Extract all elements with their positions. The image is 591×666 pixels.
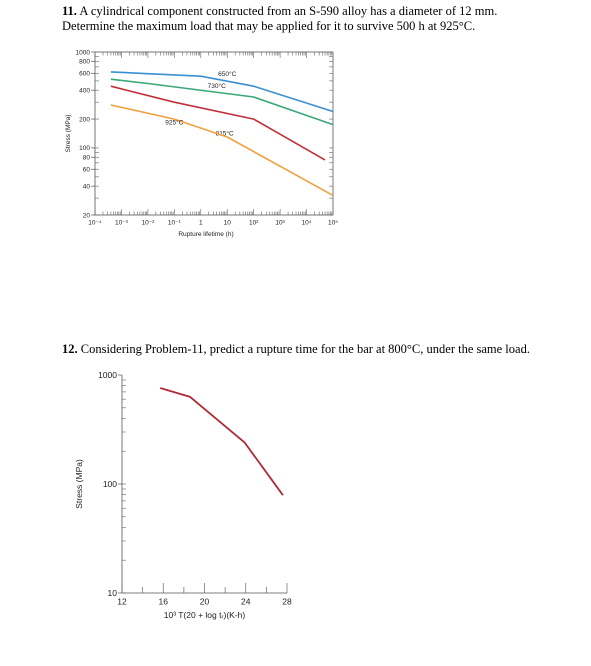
chart1-series-line-1: [110, 71, 334, 113]
chart1-y-tick-label: 200: [79, 116, 90, 123]
chart1-y-tick-label: 1000: [76, 49, 91, 56]
chart1-y-tick-label: 40: [83, 183, 91, 190]
problem-11-number: 11.: [62, 4, 77, 18]
chart1-y-tick-label: 100: [79, 145, 90, 152]
chart1-x-tick-label: 10³: [275, 220, 285, 227]
chart1-y-tick-label: 80: [83, 155, 91, 162]
chart1-y-tick-label: 20: [83, 212, 91, 219]
chart1-x-tick-label: 10²: [249, 220, 259, 227]
chart1-y-tick-label: 600: [79, 71, 90, 78]
problem-11-line1: 11. A cylindrical component constructed …: [62, 4, 582, 19]
chart2-x-tick-label: 20: [200, 597, 210, 607]
chart1-y-tick-label: 60: [83, 166, 91, 173]
chart1-series-label-1: 650°C: [218, 70, 236, 78]
chart2-x-tick-label: 28: [282, 597, 292, 607]
chart1-series-label-2: 730°C: [208, 82, 226, 90]
chart1-x-tick-label: 10⁴: [302, 220, 312, 227]
problem-11-text-line1: A cylindrical component constructed from…: [79, 4, 498, 18]
chart1-plot-frame: [94, 51, 334, 216]
chart2-x-tick-label: 24: [241, 597, 251, 607]
chart1-series-line-2: [110, 78, 334, 126]
problem-11: 11. A cylindrical component constructed …: [62, 4, 582, 34]
problem-12-number: 12.: [62, 342, 78, 356]
chart1-x-tick-label: 10⁻⁴: [88, 220, 102, 227]
chart2-x-tick-label: 12: [117, 597, 127, 607]
chart2-y-tick-label: 10: [108, 588, 118, 598]
problem-12-text: Considering Problem-11, predict a ruptur…: [80, 342, 530, 356]
chart1-series-label-3: 815°C: [216, 129, 234, 137]
chart1-y-tick-label: 800: [79, 59, 90, 66]
chart1-series-line-3: [110, 85, 326, 161]
chart1-x-tick-label: 10⁻¹: [168, 220, 182, 227]
chart2-y-tick-label: 100: [103, 479, 117, 489]
chart2-y-axis-label: Stress (MPa): [74, 459, 84, 509]
chart1-series-label-4: 925°C: [165, 119, 183, 127]
chart1-y-tick-label: 400: [79, 87, 90, 94]
chart2-x-axis-label: 10³ T(20 + log tᵣ)(K-h): [164, 610, 246, 620]
chart1-x-tick-label: 10⁵: [328, 220, 338, 227]
chart2-series-line-1: [159, 387, 284, 496]
chart2-y-tick-label: 1000: [98, 370, 117, 380]
problem-11-text-line2: Determine the maximum load that may be a…: [62, 19, 476, 33]
chart1-series-line-4: [110, 104, 334, 197]
chart2-x-tick-label: 16: [159, 597, 169, 607]
chart1-x-axis-label: Rupture lifetime (h): [178, 231, 233, 238]
chart1-x-tick-label: 10⁻²: [141, 220, 155, 227]
problem-12: 12. Considering Problem-11, predict a ru…: [62, 342, 582, 357]
chart1-x-tick-label: 10: [224, 220, 232, 227]
chart1-x-tick-label: 10⁻³: [115, 220, 129, 227]
chart1-x-tick-label: 1: [199, 220, 203, 227]
chart1-y-axis-label: Stress (MPa): [65, 115, 72, 153]
